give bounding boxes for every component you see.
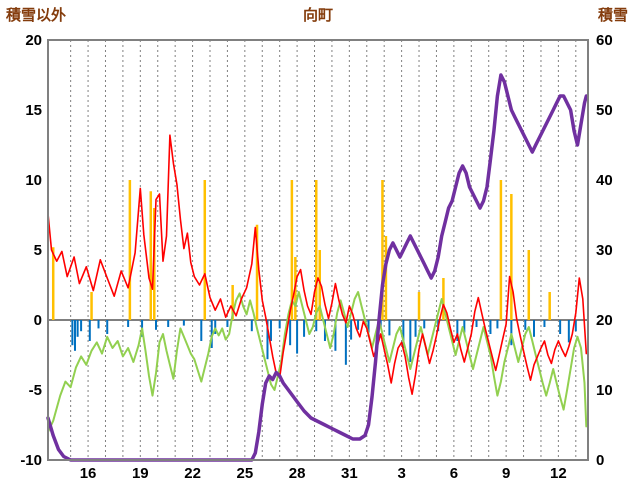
right-tick-label: 20 [596, 312, 613, 329]
series-red-line [47, 134, 588, 396]
right-tick-label: 60 [596, 32, 613, 49]
left-tick-label: 20 [25, 32, 42, 49]
bar [226, 320, 229, 327]
bar [127, 320, 130, 327]
x-tick-label: 9 [502, 465, 510, 482]
x-tick-label: 12 [550, 465, 567, 482]
line-path [47, 134, 588, 396]
bar [88, 320, 91, 341]
bar [214, 320, 217, 334]
bar [266, 320, 269, 360]
plot-frame [47, 39, 589, 461]
right-tick-label: 10 [596, 382, 613, 399]
bar [296, 320, 299, 354]
right-tick-label: 50 [596, 102, 613, 119]
series-purple-line [46, 73, 589, 462]
left-tick-label: 15 [25, 102, 42, 119]
bar [289, 320, 292, 346]
bar [367, 320, 370, 333]
right-tick-label: 40 [596, 172, 613, 189]
x-tick-label: 31 [341, 465, 358, 482]
bar [402, 320, 405, 348]
x-axis-tick-labels: 16 19 22 25 28 31 3 6 9 12 [80, 465, 567, 482]
bar [489, 320, 492, 334]
bar [559, 320, 562, 334]
bar [71, 320, 74, 346]
right-tick-label: 30 [596, 242, 613, 259]
left-tick-label: 0 [34, 312, 42, 329]
bar [350, 320, 353, 340]
bar [315, 320, 318, 332]
bar [182, 320, 185, 326]
left-tick-label: 10 [25, 172, 42, 189]
line-path [47, 291, 588, 433]
right-axis-title: 積雪 [597, 7, 628, 24]
bar [80, 320, 83, 332]
bar [388, 320, 391, 336]
bar [496, 320, 499, 329]
bar [74, 320, 76, 351]
series-green-line [47, 291, 588, 433]
bar [97, 320, 100, 329]
bar [423, 320, 426, 329]
left-tick-label: 5 [34, 242, 42, 259]
bar [567, 320, 570, 343]
bar [334, 320, 337, 351]
right-axis-tick-labels: 60 50 40 30 20 10 0 [596, 32, 613, 469]
x-tick-label: 28 [289, 465, 306, 482]
bar [574, 320, 577, 332]
bar [510, 320, 513, 346]
bar [409, 320, 412, 362]
bar [106, 320, 109, 334]
bar [456, 320, 459, 341]
bar [278, 320, 281, 329]
left-axis-title: 積雪以外 [6, 7, 67, 24]
chart-title: 向町 [302, 7, 333, 24]
left-tick-label: -5 [29, 382, 42, 399]
x-tick-label: 6 [450, 465, 458, 482]
bar [303, 320, 306, 337]
x-tick-label: 16 [80, 465, 97, 482]
bar [155, 320, 157, 330]
bar [524, 320, 527, 330]
bar [475, 320, 478, 327]
left-axis-tick-labels: 20 15 10 5 0 -5 -10 [20, 32, 42, 469]
x-tick-label: 19 [132, 465, 149, 482]
bar [463, 320, 466, 333]
right-tick-label: 0 [596, 452, 604, 469]
bar [200, 320, 203, 341]
bar [250, 320, 253, 332]
bar [167, 320, 170, 327]
left-tick-label: -10 [20, 452, 42, 469]
x-tick-label: 25 [236, 465, 253, 482]
bar [210, 320, 213, 348]
bar [414, 320, 417, 337]
x-tick-label: 3 [397, 465, 405, 482]
bar [533, 320, 535, 337]
line-path [46, 73, 589, 462]
bar [269, 320, 272, 341]
x-tick-label: 22 [184, 465, 201, 482]
bar [344, 320, 347, 365]
bar [76, 320, 79, 337]
bar [357, 320, 360, 330]
bar [543, 320, 546, 327]
